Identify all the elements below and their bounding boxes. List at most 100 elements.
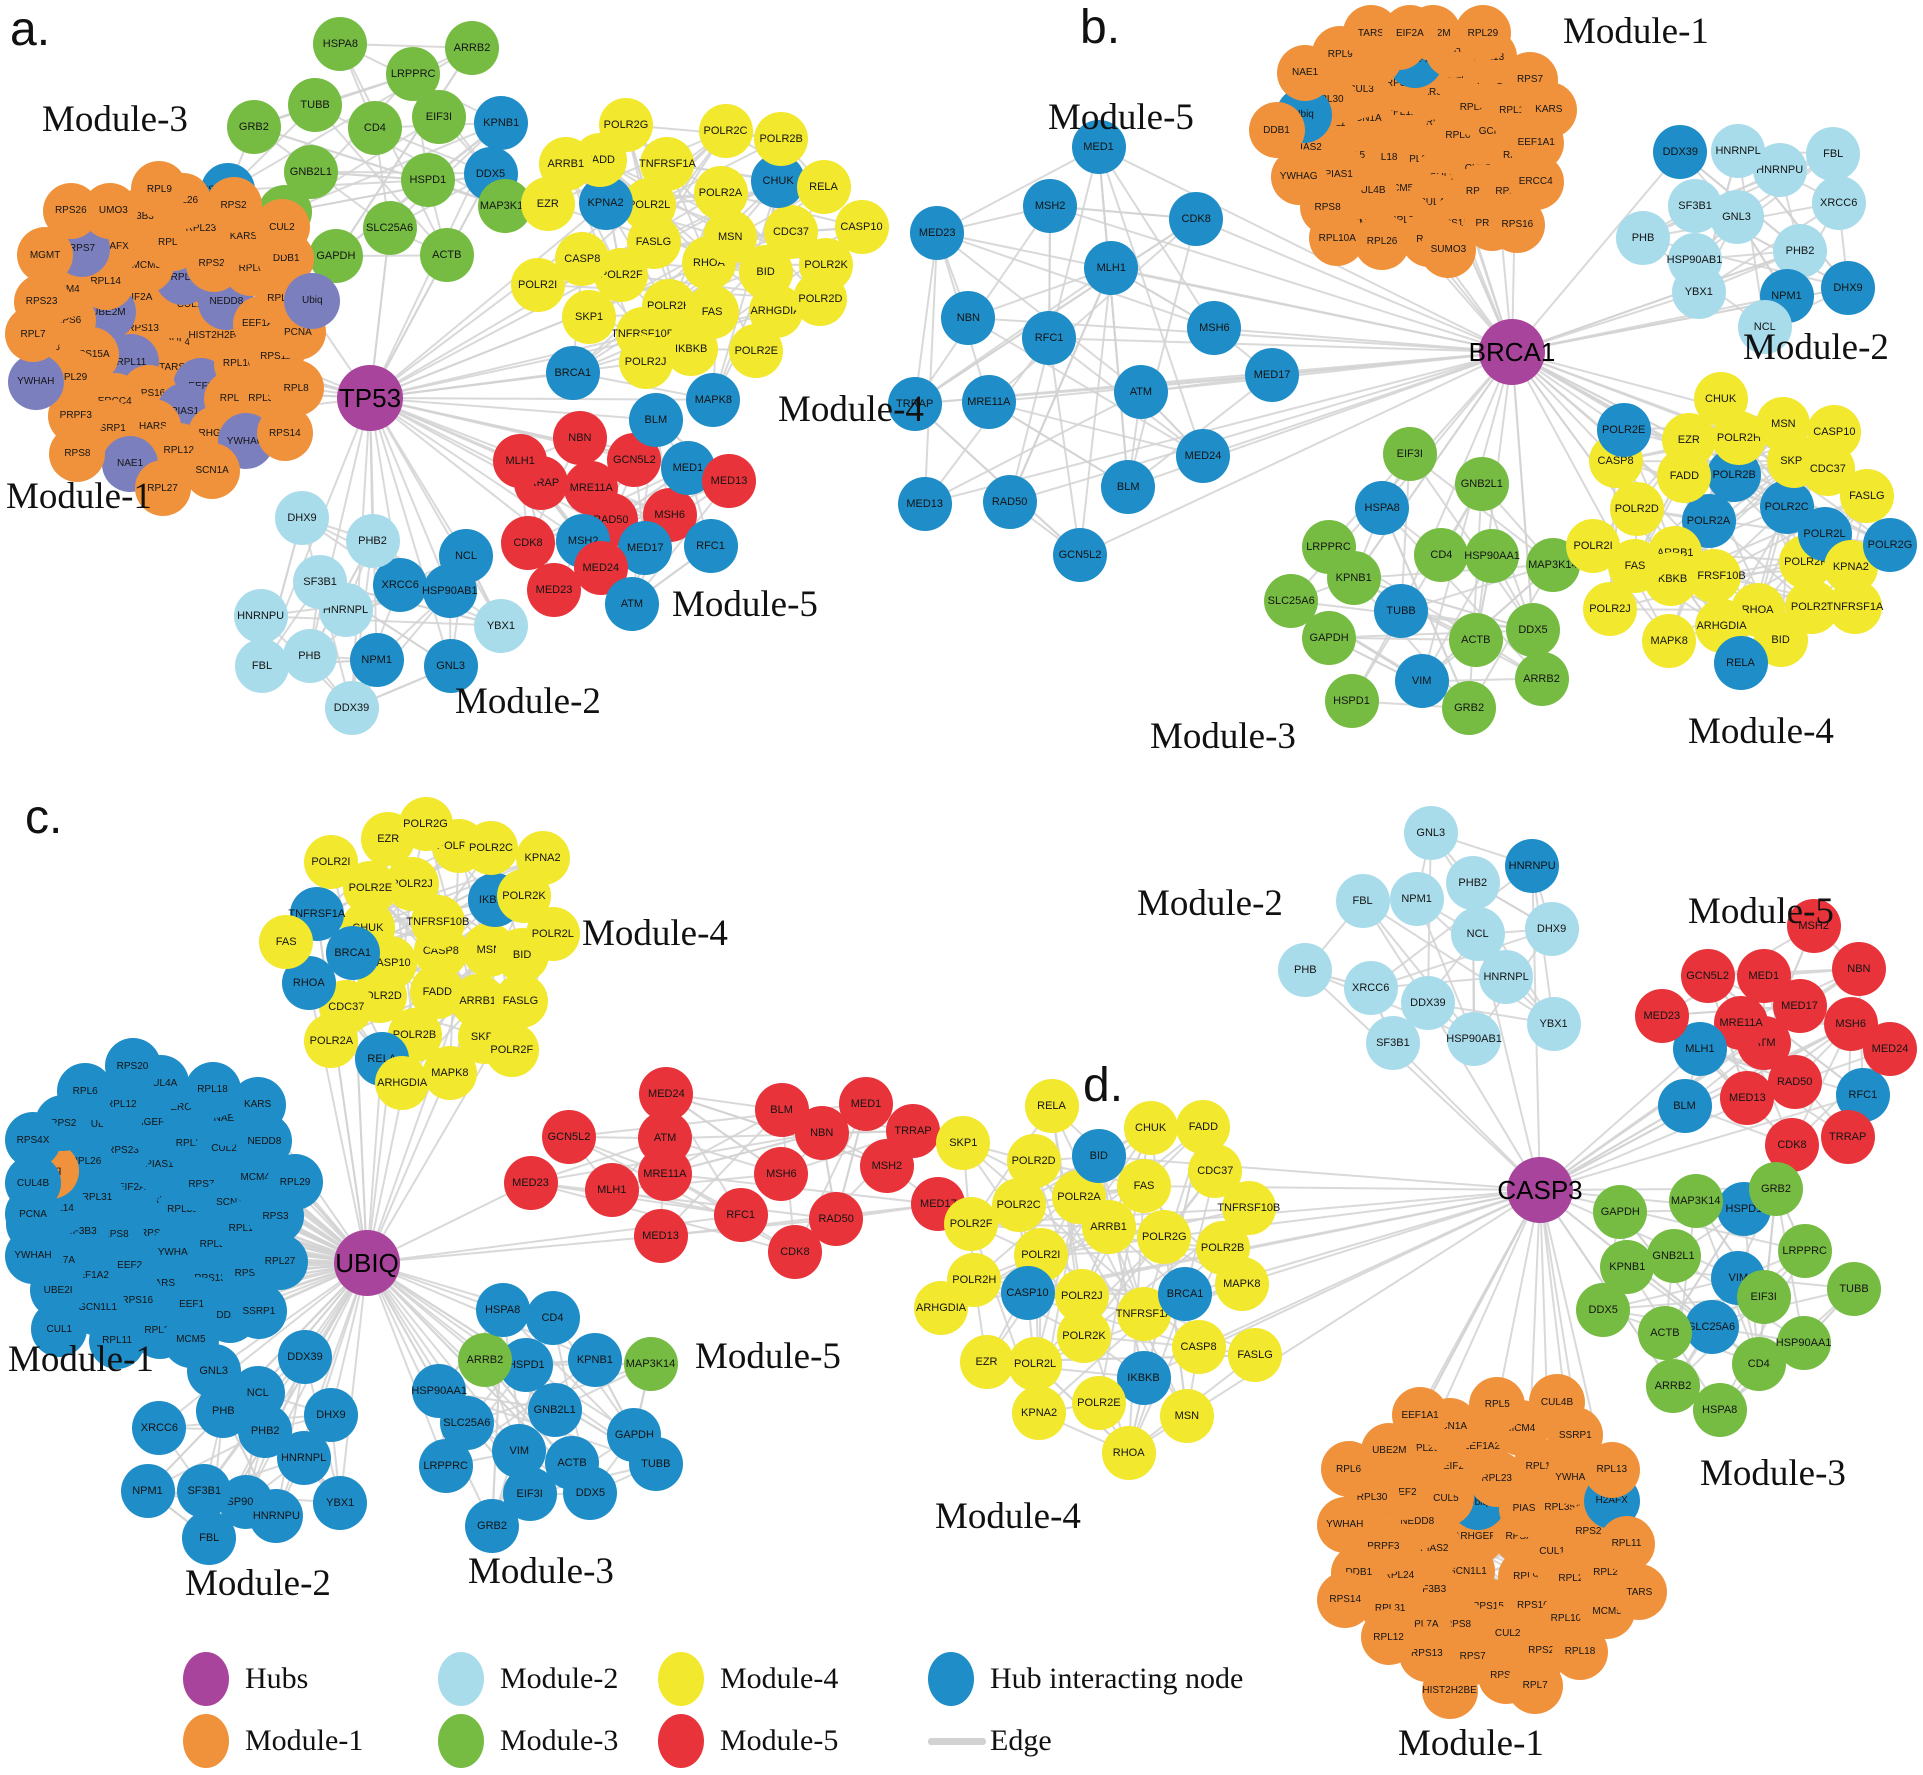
node-fas[interactable]: FAS	[1117, 1159, 1171, 1214]
node-blm[interactable]: BLM	[1657, 1078, 1712, 1133]
node-sumo3[interactable]: SUMO3	[1420, 221, 1477, 278]
node-hnrnpu[interactable]: HNRNPU	[233, 589, 288, 644]
node-phb[interactable]: PHB	[282, 629, 337, 684]
node-ddx39[interactable]: DDX39	[278, 1330, 332, 1385]
node-polr2l[interactable]: POLR2L	[1008, 1336, 1063, 1391]
node-blm[interactable]: BLM	[628, 392, 683, 447]
node-polr2i[interactable]: POLR2I	[303, 834, 358, 889]
node-rfc1[interactable]: RFC1	[713, 1188, 768, 1243]
node-hnrnpu[interactable]: HNRNPU	[1505, 838, 1560, 893]
node-hspd1[interactable]: HSPD1	[1324, 673, 1379, 728]
node-kpnb1[interactable]: KPNB1	[474, 95, 529, 150]
node-ywhah[interactable]: YWHAH	[7, 353, 64, 410]
node-kpna2[interactable]: KPNA2	[515, 830, 570, 885]
node-polr2e[interactable]: POLR2E	[1071, 1375, 1126, 1430]
node-vim[interactable]: VIM	[1394, 654, 1449, 709]
node-tubb[interactable]: TUBB	[288, 78, 343, 132]
node-hnrnpl[interactable]: HNRNPL	[1711, 123, 1766, 178]
node-gcn5l2[interactable]: GCN5L2	[1680, 948, 1735, 1003]
node-hspa8[interactable]: HSPA8	[1692, 1383, 1747, 1438]
node-arhgdia[interactable]: ARHGDIA	[375, 1056, 430, 1111]
node-eef1a1[interactable]: EEF1A1	[1392, 1387, 1449, 1444]
node-arrb2[interactable]: ARRB2	[1646, 1358, 1700, 1413]
node-actb[interactable]: ACTB	[1448, 613, 1503, 668]
node-hnrnpl[interactable]: HNRNPL	[1479, 949, 1534, 1004]
node-rpl11[interactable]: RPL11	[1598, 1515, 1655, 1572]
node-rps14[interactable]: RPS14	[1317, 1571, 1374, 1628]
node-polr2d[interactable]: POLR2D	[1006, 1134, 1061, 1189]
node-grb2[interactable]: GRB2	[1749, 1161, 1803, 1216]
node-casp8[interactable]: CASP8	[1171, 1320, 1226, 1375]
node-polr2f[interactable]: POLR2F	[484, 1022, 539, 1077]
node-cul2[interactable]: CUL2	[253, 199, 310, 256]
node-rpl7[interactable]: RPL7	[1507, 1657, 1564, 1714]
node-gnl3[interactable]: GNL3	[1403, 805, 1458, 860]
node-nbn[interactable]: NBN	[552, 411, 607, 466]
node-hsp90ab1[interactable]: HSP90AB1	[1446, 1011, 1502, 1066]
node-hsp90aa1[interactable]: HSP90AA1	[1464, 529, 1520, 583]
node-dhx9[interactable]: DHX9	[1821, 260, 1875, 315]
node-rela[interactable]: RELA	[1024, 1079, 1079, 1134]
node-msh2[interactable]: MSH2	[1023, 179, 1078, 234]
node-med24[interactable]: MED24	[639, 1066, 694, 1121]
node-med23[interactable]: MED23	[527, 563, 581, 617]
node-dhx9[interactable]: DHX9	[275, 491, 329, 545]
node-cd4[interactable]: CD4	[1414, 527, 1469, 582]
node-actb[interactable]: ACTB	[419, 228, 474, 283]
node-faslg[interactable]: FASLG	[493, 973, 548, 1028]
node-arhgdia[interactable]: ARHGDIA	[914, 1280, 969, 1335]
node-atm[interactable]: ATM	[1113, 365, 1168, 419]
node-med1[interactable]: MED1	[1736, 949, 1791, 1004]
node-dhx9[interactable]: DHX9	[303, 1387, 358, 1442]
node-rpl13[interactable]: RPL13	[1583, 1441, 1640, 1498]
node-xrcc6[interactable]: XRCC6	[373, 557, 428, 612]
node-rfc1[interactable]: RFC1	[683, 519, 738, 574]
node-polr2i[interactable]: POLR2I	[1566, 518, 1621, 573]
node-polr2a[interactable]: POLR2A	[304, 1013, 359, 1068]
node-ddx5[interactable]: DDX5	[1506, 603, 1560, 658]
node-arrb2[interactable]: ARRB2	[1514, 651, 1569, 706]
node-phb2[interactable]: PHB2	[345, 513, 400, 568]
node-med1[interactable]: MED1	[839, 1076, 893, 1131]
node-map3k14[interactable]: MAP3K14	[1668, 1173, 1723, 1228]
node-med13[interactable]: MED13	[897, 476, 952, 531]
node-nbn[interactable]: NBN	[1831, 941, 1886, 996]
node-sf3b1[interactable]: SF3B1	[1365, 1015, 1420, 1070]
node-gnb2l1[interactable]: GNB2L1	[1646, 1229, 1701, 1284]
hub-node-ubiq[interactable]: UBIQ	[334, 1230, 400, 1296]
node-blm[interactable]: BLM	[1101, 459, 1156, 514]
node-hsp90aa1[interactable]: HSP90AA1	[411, 1364, 467, 1419]
node-npm1[interactable]: NPM1	[349, 632, 404, 687]
node-hspa8[interactable]: HSPA8	[1355, 481, 1410, 535]
node-cdk8[interactable]: CDK8	[1169, 191, 1224, 246]
node-polr2g[interactable]: POLR2G	[398, 797, 453, 852]
node-hist2h2be[interactable]: HIST2H2BE	[1421, 1662, 1478, 1719]
node-npm1[interactable]: NPM1	[1389, 871, 1444, 926]
node-nbn[interactable]: NBN	[941, 290, 996, 345]
node-polr2f[interactable]: POLR2F	[944, 1196, 999, 1251]
node-rela[interactable]: RELA	[796, 160, 851, 215]
node-xrcc6[interactable]: XRCC6	[1343, 961, 1398, 1016]
node-rpl18[interactable]: RPL18	[1552, 1623, 1608, 1680]
node-ybx1[interactable]: YBX1	[473, 598, 528, 653]
node-casp10[interactable]: CASP10	[1000, 1266, 1055, 1320]
node-rps14[interactable]: RPS14	[256, 405, 313, 462]
node-ssrp1[interactable]: SSRP1	[230, 1283, 287, 1340]
node-tubb[interactable]: TUBB	[1374, 584, 1429, 639]
node-med13[interactable]: MED13	[702, 454, 756, 508]
node-mapk8[interactable]: MAPK8	[422, 1046, 477, 1101]
node-kars[interactable]: KARS	[1520, 81, 1577, 138]
hub-node-casp3[interactable]: CASP3	[1497, 1157, 1583, 1223]
node-sf3b1[interactable]: SF3B1	[293, 554, 348, 609]
node-med24[interactable]: MED24	[1176, 429, 1230, 484]
node-hspa8[interactable]: HSPA8	[313, 16, 368, 71]
node-rps20[interactable]: RPS20	[104, 1038, 161, 1095]
node-fbl[interactable]: FBL	[1806, 126, 1861, 181]
node-rfc1[interactable]: RFC1	[1022, 311, 1077, 366]
node-med17[interactable]: MED17	[1245, 348, 1300, 403]
node-polr2a[interactable]: POLR2A	[693, 165, 748, 220]
node-lrpprc[interactable]: LRPPRC	[1301, 519, 1356, 574]
node-ddx39[interactable]: DDX39	[324, 681, 379, 735]
node-cd4[interactable]: CD4	[347, 100, 402, 155]
node-polr2d[interactable]: POLR2D	[1609, 482, 1664, 537]
